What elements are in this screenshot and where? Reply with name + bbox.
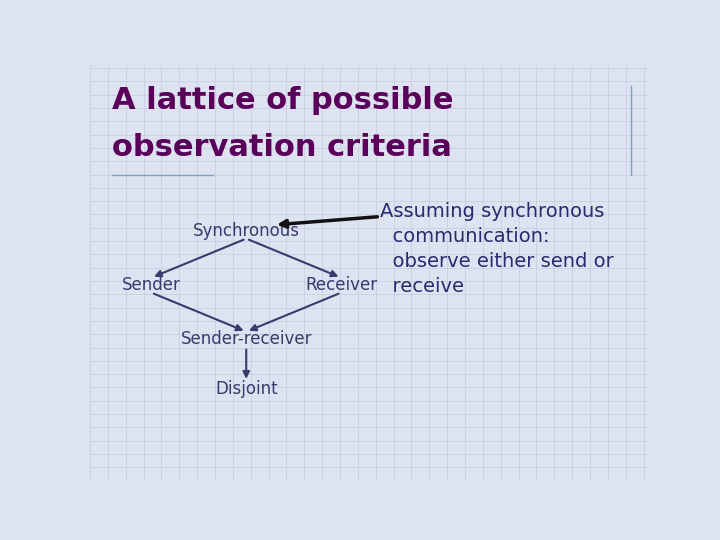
Text: observation criteria: observation criteria	[112, 133, 452, 163]
Text: Assuming synchronous
  communication:
  observe either send or
  receive: Assuming synchronous communication: obse…	[380, 202, 614, 296]
Text: Sender-receiver: Sender-receiver	[181, 330, 312, 348]
Text: Sender: Sender	[122, 276, 181, 294]
Text: Disjoint: Disjoint	[215, 380, 277, 398]
Text: Receiver: Receiver	[305, 276, 377, 294]
Text: A lattice of possible: A lattice of possible	[112, 85, 454, 114]
Text: Synchronous: Synchronous	[193, 222, 300, 240]
